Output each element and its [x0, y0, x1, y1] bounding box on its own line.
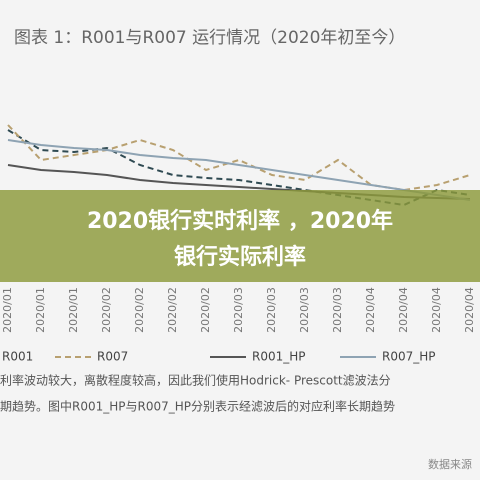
chart-title: 图表 1：R001与R007 运行情况（2020年初至今）: [14, 28, 405, 48]
legend-label: R007: [97, 350, 128, 364]
x-tick-label: 2020/03: [232, 287, 245, 333]
legend-label: R001: [2, 350, 33, 364]
legend-label: R007_HP: [382, 350, 436, 364]
banner-text: 2020银行实时利率 ，2020年: [87, 208, 393, 234]
note: 利率波动较大，离散程度较高，因此我们使用Hodrick- Prescott滤波法…: [0, 373, 391, 388]
x-tick-label: 2020/03: [265, 287, 278, 333]
source: 数据来源: [428, 457, 472, 471]
x-tick-label: 2020/04: [364, 287, 377, 333]
x-tick-label: 2020/01: [34, 287, 47, 333]
x-tick-label: 2020/04: [430, 287, 443, 333]
line: [7, 129, 471, 207]
x-tick-label: 2020/03: [298, 287, 311, 333]
x-tick-label: 2020/04: [397, 287, 410, 333]
plot: 2020/01 2020/01 2020/01 2020/02 2020/02 2020/…: [1, 124, 476, 333]
x-tick-label: 2020/02: [100, 287, 113, 333]
line: [7, 124, 471, 192]
note: 期趋势。图中R001_HP与R007_HP分别表示经滤波后的对应利率长期趋势: [0, 399, 395, 414]
line: [7, 139, 471, 201]
banner-text: 银行实际利率: [174, 244, 306, 270]
banner: [0, 190, 480, 282]
x-tick-label: 2020/04: [463, 287, 476, 333]
x-tick-label: 2020/01: [1, 287, 14, 333]
x-tick-label: 2020/02: [133, 287, 146, 333]
x-tick-label: 2020/03: [331, 287, 344, 333]
x-tick-label: 2020/02: [199, 287, 212, 333]
x-tick-label: 2020/01: [67, 287, 80, 333]
legend-label: R001_HP: [252, 350, 306, 364]
legend: R001 R007 R001_HP R007_HP: [2, 350, 436, 364]
x-tick-label: 2020/02: [166, 287, 179, 333]
